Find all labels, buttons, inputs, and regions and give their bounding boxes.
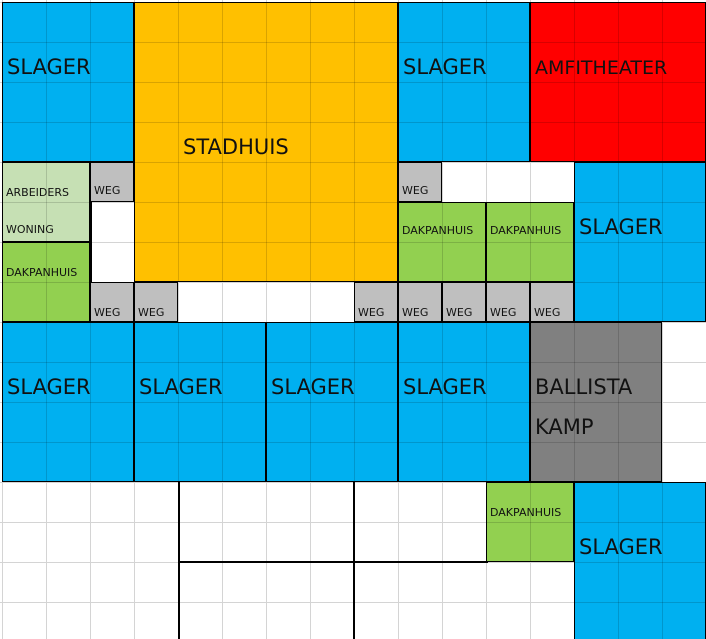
amfitheater-label: AMFITHEATER xyxy=(535,57,668,79)
stadhuis: STADHUIS xyxy=(134,2,398,282)
stadhuis-label: STADHUIS xyxy=(183,135,289,159)
weg-2-label: WEG xyxy=(402,184,429,197)
dakpanhuis-2: DAKPANHUIS xyxy=(398,202,486,282)
slager-5-label: SLAGER xyxy=(139,375,223,399)
weg-6-label: WEG xyxy=(402,306,429,319)
weg-8: WEG xyxy=(486,282,530,322)
slager-7: SLAGER xyxy=(398,322,530,482)
plot-outline xyxy=(353,482,355,639)
weg-3-label: WEG xyxy=(94,306,121,319)
slager-6-label: SLAGER xyxy=(271,375,355,399)
arbeiders-woning: ARBEIDERS WONING xyxy=(2,162,90,242)
slager-3: SLAGER xyxy=(574,162,706,322)
weg-4-label: WEG xyxy=(138,306,165,319)
dakpanhuis-4: DAKPANHUIS xyxy=(486,482,574,562)
weg-5: WEG xyxy=(354,282,398,322)
arbeiders-label-1: ARBEIDERS xyxy=(6,186,69,199)
ballista-label-1: BALLISTA xyxy=(535,375,633,399)
dakpanhuis-1-label: DAKPANHUIS xyxy=(6,266,78,279)
slager-5: SLAGER xyxy=(134,322,266,482)
weg-7: WEG xyxy=(442,282,486,322)
weg-1-label: WEG xyxy=(94,184,121,197)
slager-2-label: SLAGER xyxy=(403,55,487,79)
weg-5-label: WEG xyxy=(358,306,385,319)
weg-4: WEG xyxy=(134,282,178,322)
dakpanhuis-3-label: DAKPANHUIS xyxy=(490,224,562,237)
dakpanhuis-3: DAKPANHUIS xyxy=(486,202,574,282)
ballista-kamp: BALLISTA KAMP xyxy=(530,322,662,482)
arbeiders-label-2: WONING xyxy=(6,223,54,236)
plot-outline xyxy=(90,202,92,282)
slager-7-label: SLAGER xyxy=(403,375,487,399)
ballista-label-2: KAMP xyxy=(535,415,594,439)
plot-outline xyxy=(178,482,180,639)
dakpanhuis-2-label: DAKPANHUIS xyxy=(402,224,474,237)
weg-8-label: WEG xyxy=(490,306,517,319)
plot-outline xyxy=(178,561,488,563)
amfitheater: AMFITHEATER xyxy=(530,2,706,162)
slager-1-label: SLAGER xyxy=(7,55,91,79)
weg-9-label: WEG xyxy=(534,306,561,319)
dakpanhuis-4-label: DAKPANHUIS xyxy=(490,506,562,519)
slager-4-label: SLAGER xyxy=(7,375,91,399)
slager-8: SLAGER xyxy=(574,482,706,639)
slager-3-label: SLAGER xyxy=(579,215,663,239)
slager-8-label: SLAGER xyxy=(579,535,663,559)
slager-1: SLAGER xyxy=(2,2,134,162)
weg-2: WEG xyxy=(398,162,442,202)
slager-4: SLAGER xyxy=(2,322,134,482)
weg-9: WEG xyxy=(530,282,574,322)
weg-1: WEG xyxy=(90,162,134,202)
weg-7-label: WEG xyxy=(446,306,473,319)
weg-6: WEG xyxy=(398,282,442,322)
slager-2: SLAGER xyxy=(398,2,530,162)
slager-6: SLAGER xyxy=(266,322,398,482)
weg-3: WEG xyxy=(90,282,134,322)
dakpanhuis-1: DAKPANHUIS xyxy=(2,242,90,322)
